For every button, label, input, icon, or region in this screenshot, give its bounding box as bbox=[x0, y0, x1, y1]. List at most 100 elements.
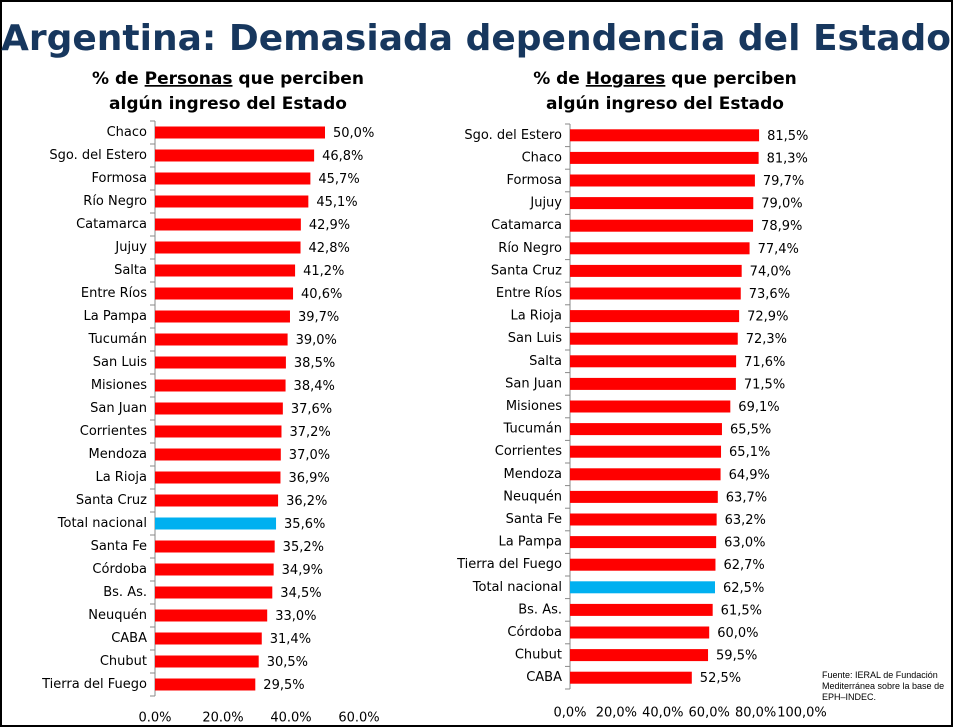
value-label: 69,1% bbox=[738, 400, 779, 415]
category-label: Mendoza bbox=[89, 447, 147, 462]
chart-title-part: algún ingreso del Estado bbox=[546, 94, 784, 114]
category-label: Salta bbox=[529, 354, 562, 369]
bar bbox=[155, 655, 259, 668]
x-tick-label: 60.0% bbox=[338, 711, 379, 726]
category-label: Chaco bbox=[522, 150, 562, 165]
bar bbox=[570, 513, 717, 526]
value-label: 45,1% bbox=[316, 195, 357, 210]
bar bbox=[570, 219, 754, 232]
value-label: 78,9% bbox=[761, 219, 802, 234]
value-label: 72,3% bbox=[746, 332, 787, 347]
value-label: 29,5% bbox=[263, 678, 304, 693]
bar bbox=[570, 603, 713, 616]
bar bbox=[570, 626, 710, 639]
category-label: Corrientes bbox=[80, 424, 147, 439]
bar bbox=[155, 149, 315, 162]
bar bbox=[155, 310, 290, 323]
category-label: Sgo. del Estero bbox=[464, 128, 562, 143]
value-label: 79,7% bbox=[763, 174, 804, 189]
value-label: 74,0% bbox=[750, 264, 791, 279]
bar bbox=[570, 468, 721, 481]
category-label: Santa Fe bbox=[506, 512, 562, 527]
value-label: 45,7% bbox=[318, 172, 359, 187]
bar bbox=[155, 379, 286, 392]
value-label: 37,2% bbox=[289, 425, 330, 440]
value-label: 40,6% bbox=[301, 287, 342, 302]
value-label: 61,5% bbox=[721, 603, 762, 618]
value-label: 64,9% bbox=[729, 468, 770, 483]
bar bbox=[155, 333, 288, 346]
category-label: Sgo. del Estero bbox=[49, 148, 147, 163]
value-label: 33,0% bbox=[275, 609, 316, 624]
value-label: 38,5% bbox=[294, 356, 335, 371]
bar bbox=[570, 377, 736, 390]
value-label: 65,1% bbox=[729, 445, 770, 460]
x-tick-label: 40,0% bbox=[642, 706, 683, 721]
value-label: 37,6% bbox=[291, 402, 332, 417]
category-label: Bs. As. bbox=[103, 585, 147, 600]
bar bbox=[155, 264, 296, 277]
value-label: 46,8% bbox=[322, 149, 363, 164]
category-label: Santa Cruz bbox=[76, 493, 147, 508]
bar bbox=[155, 195, 309, 208]
bar bbox=[155, 402, 283, 415]
chart-title-part: que perciben bbox=[233, 69, 364, 89]
bar bbox=[155, 494, 279, 507]
bar bbox=[570, 445, 722, 458]
value-label: 59,5% bbox=[716, 649, 757, 664]
bar bbox=[155, 218, 301, 231]
category-label: Mendoza bbox=[504, 467, 562, 482]
bar bbox=[570, 174, 755, 187]
category-label: Jujuy bbox=[114, 240, 147, 255]
bar bbox=[570, 129, 760, 142]
bar bbox=[155, 126, 325, 139]
category-label: Catamarca bbox=[76, 217, 147, 232]
bar bbox=[570, 355, 737, 368]
bar bbox=[570, 671, 692, 684]
category-label: Salta bbox=[114, 263, 147, 278]
value-label: 42,8% bbox=[309, 241, 350, 256]
x-tick-label: 100,0% bbox=[777, 706, 827, 721]
chart-title-part: algún ingreso del Estado bbox=[109, 94, 347, 114]
value-label: 31,4% bbox=[270, 632, 311, 647]
bar bbox=[155, 172, 311, 185]
chart-title-part: % de bbox=[533, 69, 586, 89]
value-label: 36,9% bbox=[288, 471, 329, 486]
value-label: 41,2% bbox=[303, 264, 344, 279]
bar bbox=[570, 490, 718, 503]
category-label: Corrientes bbox=[495, 444, 562, 459]
chart-title-part: Personas bbox=[145, 69, 233, 89]
value-label: 62,5% bbox=[723, 581, 764, 596]
value-label: 62,7% bbox=[723, 558, 764, 573]
value-label: 71,5% bbox=[744, 377, 785, 392]
x-tick-label: 20,0% bbox=[596, 706, 637, 721]
category-label: Catamarca bbox=[491, 218, 562, 233]
bar bbox=[155, 356, 286, 369]
source-note: Fuente: IERAL de Fundación Mediterránea … bbox=[822, 670, 945, 702]
bar bbox=[570, 264, 742, 277]
category-label: La Pampa bbox=[499, 535, 562, 550]
value-label: 79,0% bbox=[761, 197, 802, 212]
category-label: Tierra del Fuego bbox=[456, 557, 562, 572]
value-label: 35,6% bbox=[284, 517, 325, 532]
value-label: 34,9% bbox=[282, 563, 323, 578]
category-label: Total nacional bbox=[57, 516, 147, 531]
bar bbox=[570, 242, 750, 255]
value-label: 63,7% bbox=[726, 490, 767, 505]
category-label: Misiones bbox=[506, 399, 562, 414]
value-label: 63,0% bbox=[724, 536, 765, 551]
category-label: Chubut bbox=[515, 648, 562, 663]
x-tick-label: 20.0% bbox=[202, 711, 243, 726]
category-label: Río Negro bbox=[83, 194, 147, 209]
bar bbox=[155, 425, 282, 438]
value-label: 34,5% bbox=[280, 586, 321, 601]
bar bbox=[570, 649, 709, 662]
chart-title: % de Personas que perciben bbox=[92, 69, 364, 89]
category-label: CABA bbox=[526, 670, 562, 685]
value-label: 37,0% bbox=[289, 448, 330, 463]
bar bbox=[570, 423, 722, 436]
category-label: La Pampa bbox=[84, 309, 147, 324]
bar bbox=[155, 563, 274, 576]
